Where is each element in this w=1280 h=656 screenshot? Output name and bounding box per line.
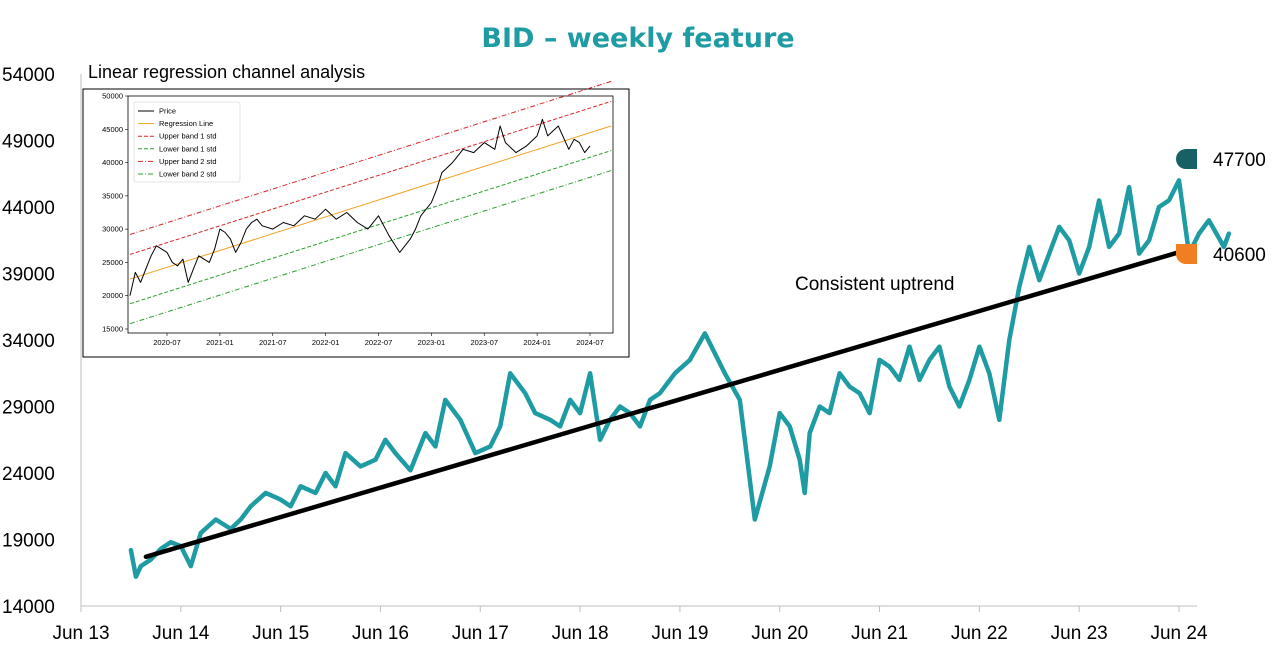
badge-low: 40600 xyxy=(1176,244,1266,266)
inset-legend-label: Upper band 1 std xyxy=(159,132,217,141)
inset-x-tick-label: 2022-01 xyxy=(312,338,340,347)
inset-y-tick-label: 35000 xyxy=(102,191,123,200)
inset-y-tick-label: 45000 xyxy=(102,125,123,134)
main-y-tick-label: 19000 xyxy=(2,531,55,552)
main-x-tick-label: Jun 13 xyxy=(52,623,109,644)
inset-x-tick-label: 2020-07 xyxy=(153,338,181,347)
inset-upper-band-2std xyxy=(129,80,612,235)
main-y-tick-label: 14000 xyxy=(2,597,55,618)
main-y-tick-label: 44000 xyxy=(2,198,55,219)
inset-y-tick-label: 50000 xyxy=(102,92,123,101)
main-x-tick-label: Jun 21 xyxy=(851,623,908,644)
badge-high: 47700 xyxy=(1176,149,1266,171)
inset-x-tick-label: 2023-01 xyxy=(418,338,446,347)
main-x-tick-label: Jun 22 xyxy=(951,623,1008,644)
inset-y-tick-label: 25000 xyxy=(102,258,123,267)
inset-x-tick-label: 2023-07 xyxy=(470,338,498,347)
main-y-tick-labels: 54000 49000 44000 39000 34000 29000 24000 19000… xyxy=(2,65,55,618)
main-x-tick-label: Jun 18 xyxy=(552,623,609,644)
badge-low-marker xyxy=(1176,244,1197,264)
inset-regression-line xyxy=(129,125,612,280)
inset-legend-label: Upper band 2 std xyxy=(159,157,217,166)
inset-legend-label: Lower band 2 std xyxy=(159,170,217,179)
inset-y-tick-label: 30000 xyxy=(102,225,123,234)
trend-label: Consistent uptrend xyxy=(795,274,955,295)
main-axes xyxy=(80,74,1197,612)
inset-lower-band-2std xyxy=(129,170,612,325)
inset-axes-box xyxy=(127,95,614,334)
badge-high-value: 47700 xyxy=(1213,150,1266,171)
inset-x-tick-label: 2024-07 xyxy=(576,338,604,347)
main-x-tick-label: Jun 23 xyxy=(1051,623,1108,644)
main-y-tick-label: 29000 xyxy=(2,398,55,419)
trend-line xyxy=(143,249,1182,560)
main-x-tick-label: Jun 19 xyxy=(651,623,708,644)
main-x-tick-labels: Jun 13 Jun 14 Jun 15 Jun 16 Jun 17 Jun 18 Jun … xyxy=(52,623,1207,644)
inset-title: Linear regression channel analysis xyxy=(88,62,365,82)
inset-x-tick-label: 2021-01 xyxy=(206,338,234,347)
inset-legend-label: Lower band 1 std xyxy=(159,144,217,153)
inset-y-tick-label: 20000 xyxy=(102,291,123,300)
price-series xyxy=(128,178,1232,579)
main-y-tick-label: 49000 xyxy=(2,132,55,153)
badge-low-value: 40600 xyxy=(1213,245,1266,266)
inset-lower-band-1std xyxy=(129,150,612,305)
inset-y-tick-label: 15000 xyxy=(102,325,123,334)
main-x-tick-label: Jun 16 xyxy=(352,623,409,644)
main-x-tick-label: Jun 20 xyxy=(751,623,808,644)
badge-high-marker xyxy=(1176,149,1197,169)
inset-legend-label: Regression Line xyxy=(159,119,213,128)
main-x-tick-label: Jun 24 xyxy=(1150,623,1207,644)
price-line xyxy=(128,178,1232,579)
main-x-tick-label: Jun 15 xyxy=(252,623,309,644)
chart-title: BID – weekly feature xyxy=(481,23,794,54)
inset-price-line xyxy=(129,118,591,296)
main-y-tick-label: 24000 xyxy=(2,464,55,485)
inset-y-tick-label: 40000 xyxy=(102,158,123,167)
inset-upper-band-1std xyxy=(129,100,612,255)
main-y-tick-label: 34000 xyxy=(2,331,55,352)
inset-x-tick-label: 2024-01 xyxy=(523,338,551,347)
main-x-tick-label: Jun 17 xyxy=(452,623,509,644)
inset-legend xyxy=(133,101,241,183)
inset-plot: 50000 45000 40000 35000 30000 25000 20000 15000… xyxy=(102,80,614,347)
main-x-tick-label: Jun 14 xyxy=(152,623,209,644)
inset-x-tick-label: 2022-07 xyxy=(365,338,393,347)
inset-x-tick-label: 2021-07 xyxy=(259,338,287,347)
main-y-tick-label: 54000 xyxy=(2,65,55,86)
trend-series xyxy=(143,249,1182,560)
main-y-tick-label: 39000 xyxy=(2,265,55,286)
inset-legend-label: Price xyxy=(159,107,176,116)
